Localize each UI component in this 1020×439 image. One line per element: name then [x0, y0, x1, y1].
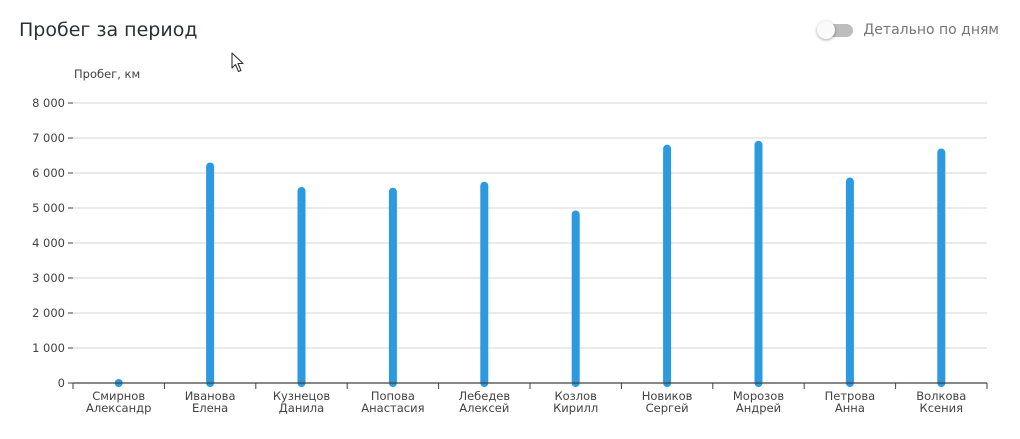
- x-tick-label: Морозов Андрей: [733, 389, 784, 415]
- y-tick-label: 8 000: [32, 96, 65, 110]
- bar[interactable]: [571, 210, 580, 387]
- x-tick-label: Козлов Кирилл: [553, 389, 598, 415]
- bar[interactable]: [937, 148, 946, 388]
- x-tick-label: Волкова Ксения: [916, 389, 966, 415]
- y-tick-label: 1 000: [32, 341, 65, 355]
- daily-detail-toggle[interactable]: Детально по дням: [817, 21, 999, 39]
- x-tick-label: Петрова Анна: [825, 389, 876, 415]
- toggle-label: Детально по дням: [863, 22, 999, 38]
- bar[interactable]: [663, 144, 672, 387]
- bar[interactable]: [206, 162, 215, 388]
- y-tick-label: 0: [58, 376, 65, 390]
- bar[interactable]: [845, 177, 854, 387]
- y-tick-label: 5 000: [32, 201, 65, 215]
- page-title: Пробег за период: [19, 19, 198, 41]
- y-tick-label: 2 000: [32, 306, 65, 320]
- x-axis: Смирнов Александр Иванова Елена Кузнецов Дани…: [72, 382, 988, 415]
- bar[interactable]: [297, 187, 306, 387]
- y-tick-label: 4 000: [32, 236, 65, 250]
- y-tick-label: 3 000: [32, 271, 65, 285]
- y-tick-label: 6 000: [32, 166, 65, 180]
- bars: [114, 140, 946, 388]
- x-tick-label: Попова Анастасия: [361, 389, 424, 415]
- bar[interactable]: [480, 181, 489, 387]
- bar[interactable]: [754, 140, 763, 387]
- toggle-switch[interactable]: [817, 21, 854, 39]
- x-tick-label: Кузнецов Данила: [273, 389, 331, 415]
- mouse-pointer-icon: [231, 52, 244, 73]
- grid: [73, 102, 987, 349]
- x-tick-label: Смирнов Александр: [86, 389, 151, 415]
- x-tick-label: Новиков Сергей: [642, 389, 693, 415]
- x-tick-label: Иванова Елена: [185, 389, 236, 415]
- bar[interactable]: [388, 187, 397, 387]
- toggle-thumb[interactable]: [817, 21, 836, 39]
- x-tick-label: Лебедев Алексей: [458, 389, 510, 415]
- y-tick-label: 7 000: [32, 131, 65, 145]
- y-axis-label: Пробег, км: [74, 67, 140, 81]
- y-axis: 0 1 000 2 000 3 000 4 000 5 000 6 000 7 000 8 00…: [32, 96, 73, 390]
